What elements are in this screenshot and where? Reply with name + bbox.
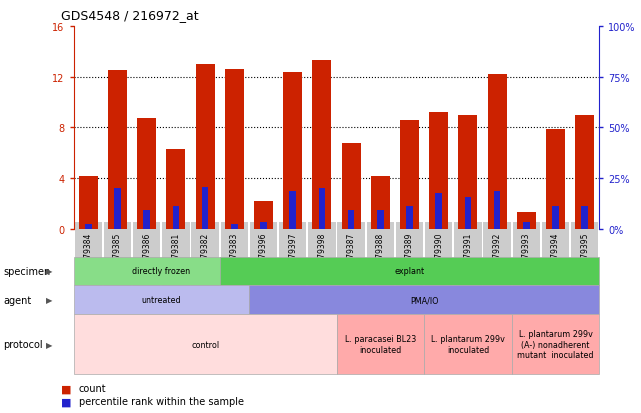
Text: L. plantarum 299v
inoculated: L. plantarum 299v inoculated (431, 335, 505, 354)
Text: L. paracasei BL23
inoculated: L. paracasei BL23 inoculated (345, 335, 416, 354)
Bar (108, 71, 127, 229)
Text: GDS4548 / 216972_at: GDS4548 / 216972_at (61, 9, 199, 22)
Bar (575, 115, 594, 229)
Text: specimen: specimen (3, 266, 51, 276)
Bar (283, 72, 302, 229)
Bar (85, 224, 92, 229)
Bar (319, 189, 325, 229)
Bar (260, 223, 267, 229)
Bar (546, 129, 565, 229)
Bar (196, 65, 215, 229)
Text: explant: explant (394, 266, 424, 275)
Bar (348, 210, 354, 229)
Bar (523, 223, 529, 229)
Bar (172, 206, 179, 229)
Bar (114, 189, 121, 229)
Bar (137, 119, 156, 229)
Text: untreated: untreated (142, 295, 181, 304)
Bar (231, 224, 238, 229)
Text: agent: agent (3, 295, 31, 305)
Bar (289, 191, 296, 229)
Bar (581, 206, 588, 229)
Text: ▶: ▶ (46, 295, 53, 304)
Bar (342, 143, 361, 229)
Bar (79, 176, 98, 229)
Text: PMA/IO: PMA/IO (410, 295, 438, 304)
Text: L. plantarum 299v
(A-) nonadherent
mutant  inoculated: L. plantarum 299v (A-) nonadherent mutan… (517, 330, 594, 359)
Text: ▶: ▶ (46, 340, 53, 349)
Bar (167, 150, 185, 229)
Bar (406, 206, 413, 229)
Text: protocol: protocol (3, 339, 43, 349)
Bar (254, 202, 273, 229)
Bar (371, 176, 390, 229)
Bar (400, 121, 419, 229)
Text: directly frozen: directly frozen (132, 266, 190, 275)
Bar (488, 75, 506, 229)
Bar (225, 70, 244, 229)
Bar (144, 210, 150, 229)
Bar (465, 197, 471, 229)
Bar (429, 113, 448, 229)
Text: ▶: ▶ (46, 266, 53, 275)
Bar (202, 188, 208, 229)
Bar (312, 61, 331, 229)
Bar (517, 213, 536, 229)
Bar (458, 115, 478, 229)
Bar (377, 210, 384, 229)
Bar (435, 194, 442, 229)
Text: control: control (191, 340, 219, 349)
Text: count: count (79, 383, 106, 393)
Text: ■: ■ (61, 396, 71, 406)
Text: ■: ■ (61, 383, 71, 393)
Bar (494, 191, 501, 229)
Bar (552, 206, 559, 229)
Text: percentile rank within the sample: percentile rank within the sample (79, 396, 244, 406)
